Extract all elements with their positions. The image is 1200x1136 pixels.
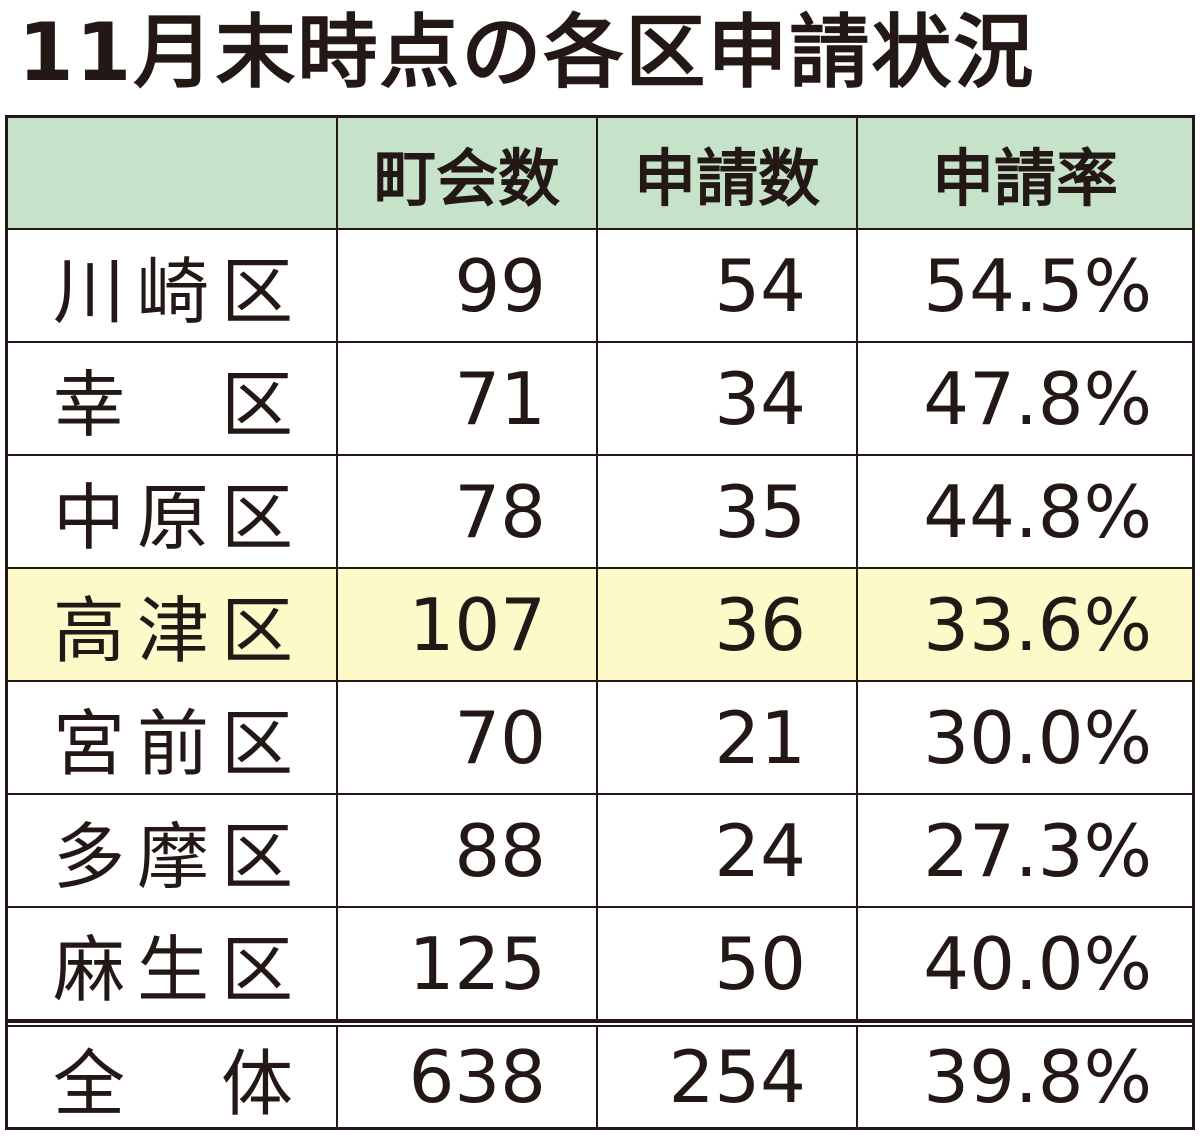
table-cell: 多摩区 <box>8 795 338 906</box>
row-label: 幸区 <box>53 363 293 447</box>
table-cell: 107 <box>338 569 598 680</box>
table-cell: 70 <box>338 682 598 793</box>
table-row: 幸区 71 34 47.8% <box>8 343 1192 456</box>
table: 町会数 申請数 申請率川崎区 99 54 54.5% 幸区 71 34 47.8% 中原区 78 35 4… <box>5 115 1195 1130</box>
header-cell <box>8 118 338 228</box>
table-row: 全体 638 254 39.8% <box>8 1021 1192 1127</box>
table-cell: 33.6% <box>923 582 1152 667</box>
table-cell: 中原区 <box>8 456 338 567</box>
table-cell: 39.8% <box>923 1035 1152 1119</box>
table-cell: 47.8% <box>923 356 1152 441</box>
header-row: 町会数 申請数 申請率 <box>8 118 1192 230</box>
table-cell: 88 <box>338 795 598 906</box>
table-cell: 全体 <box>8 1027 338 1127</box>
row-label: 全体 <box>53 1041 293 1126</box>
table-cell: 54.5% <box>923 243 1152 328</box>
table-cell: 50 <box>598 908 858 1019</box>
header-cell: 町会数 <box>338 118 598 228</box>
table-row: 高津区 107 36 33.6% <box>8 569 1192 682</box>
table-cell: 35 <box>598 456 858 567</box>
row-label: 中原区 <box>53 476 293 560</box>
table-row: 麻生区 125 50 40.0% <box>8 908 1192 1021</box>
table-cell: 78 <box>338 456 598 567</box>
header-cell: 申請数 <box>598 118 858 228</box>
table-cell: 99 <box>338 230 598 341</box>
row-label: 麻生区 <box>53 928 293 1012</box>
table-row: 中原区 78 35 44.8% <box>8 456 1192 569</box>
table-row: 宮前区 70 21 30.0% <box>8 682 1192 795</box>
header-cell: 申請率 <box>931 142 1118 215</box>
row-label: 多摩区 <box>53 815 293 899</box>
table-row: 多摩区 88 24 27.3% <box>8 795 1192 908</box>
table-cell: 27.3% <box>923 808 1152 893</box>
title: 11月末時点の各区申請状況 <box>18 6 1036 99</box>
table-cell: 254 <box>598 1027 858 1127</box>
row-label: 宮前区 <box>53 702 293 786</box>
table-cell: 30.0% <box>923 695 1152 780</box>
table-cell: 44.8% <box>923 469 1152 554</box>
table-cell: 34 <box>598 343 858 454</box>
table-cell: 24 <box>598 795 858 906</box>
table-cell: 幸区 <box>8 343 338 454</box>
table-cell: 40.0% <box>923 921 1152 1006</box>
table-cell: 川崎区 <box>8 230 338 341</box>
table-cell: 36 <box>598 569 858 680</box>
table-cell: 638 <box>338 1027 598 1127</box>
table-cell: 高津区 <box>8 569 338 680</box>
table-cell: 71 <box>338 343 598 454</box>
table-row: 川崎区 99 54 54.5% <box>8 230 1192 343</box>
table-cell: 125 <box>338 908 598 1019</box>
table-cell: 宮前区 <box>8 682 338 793</box>
row-label: 川崎区 <box>53 250 293 334</box>
table-cell: 麻生区 <box>8 908 338 1019</box>
table-cell: 21 <box>598 682 858 793</box>
table-cell: 54 <box>598 230 858 341</box>
row-label: 高津区 <box>53 589 293 673</box>
